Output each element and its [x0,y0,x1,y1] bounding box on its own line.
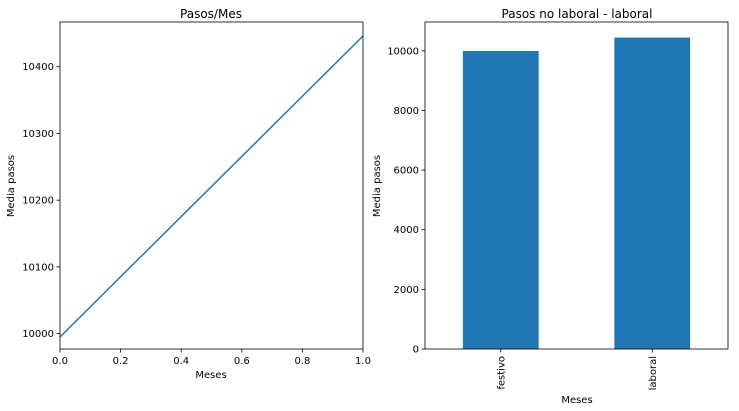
y-axis-label: Media pasos [6,155,17,217]
y-tick-label: 10300 [22,129,54,140]
bar [462,51,539,349]
series-line [59,35,364,338]
x-tick-label: 0.4 [173,356,189,367]
y-tick-label: 10400 [22,62,54,73]
x-tick-label: festivo [496,356,507,390]
bar-chart: Pasos no laboral - laboral 0 2000 4000 6000… [372,7,729,406]
x-tick-label: laboral [648,356,659,390]
x-axis-label: Meses [561,395,592,406]
y-tick-label: 10000 [22,329,54,340]
x-tick-label: 0.8 [294,356,310,367]
y-axis-label: Media pasos [372,155,383,217]
y-tick-label: 10000 [387,46,419,57]
y-tick-label: 10100 [22,262,54,273]
chart-title: Pasos/Mes [180,7,242,21]
x-tick-label: 0.2 [113,356,129,367]
y-tick-label: 10200 [22,196,54,207]
x-tick-label: 0.6 [234,356,250,367]
x-axis-label: Meses [195,370,226,381]
y-tick-label: 4000 [394,225,419,236]
y-tick-label: 2000 [394,285,419,296]
x-tick-label: 0.0 [52,356,68,367]
bar [614,37,691,349]
y-tick-label: 8000 [394,106,419,117]
plot-area [424,21,729,350]
chart-title: Pasos no laboral - laboral [502,7,653,21]
line-chart: Pasos/Mes 10000 10100 10200 10300 10400 0.0 0… [6,7,371,381]
y-tick-label: 0 [413,345,419,356]
y-tick-label: 6000 [394,166,419,177]
x-tick-label: 1.0 [355,356,371,367]
plot-area [59,21,364,350]
